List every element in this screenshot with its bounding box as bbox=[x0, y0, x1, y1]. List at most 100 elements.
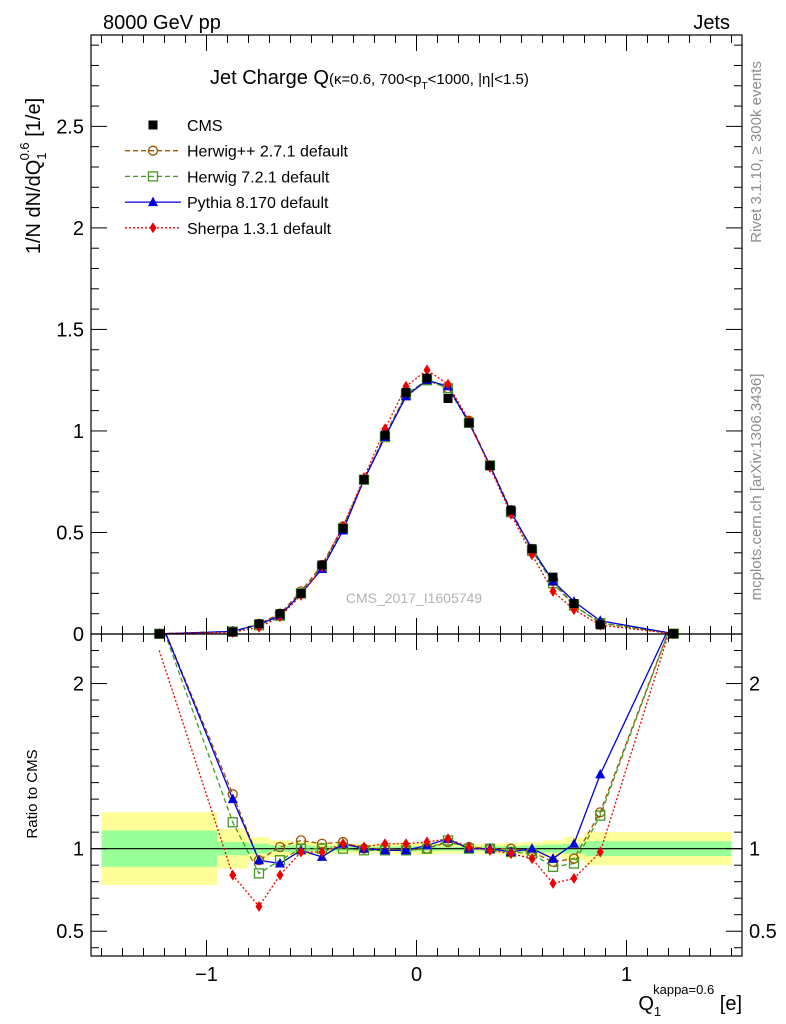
ratio-line-pythia bbox=[165, 634, 667, 865]
rivet-label: Rivet 3.1.10, ≥ 300k events bbox=[748, 61, 765, 243]
ratio-point-sherpa-4 bbox=[318, 846, 326, 858]
main-point-cms-15 bbox=[527, 544, 537, 554]
ylabel-sup: 0.6 bbox=[17, 142, 32, 160]
title-sub-sub: T bbox=[422, 81, 428, 92]
ratio-ytick-label-right-0: 0.5 bbox=[749, 921, 777, 943]
legend-label-herwig7: Herwig 7.2.1 default bbox=[187, 169, 330, 186]
xlabel-sup: kappa=0.6 bbox=[653, 982, 714, 997]
header-energy: 8000 GeV pp bbox=[103, 12, 221, 34]
ratio-panel: 0.512 0.512 −1 0 1 Ratio to CMS Q1kappa=0.… bbox=[24, 633, 777, 1019]
ratio-ytick-label-right-2: 2 bbox=[749, 674, 760, 696]
ratio-point-herwig7-1 bbox=[253, 868, 265, 879]
ratio-point-sherpa-14 bbox=[528, 853, 536, 865]
x-axis-label: Q1 kappa=0.6 [e] bbox=[638, 982, 742, 1019]
ratio-point-pythia-15 bbox=[548, 853, 558, 863]
ratio-ticks bbox=[91, 634, 742, 956]
legend: CMS Herwig++ 2.7.1 default Herwig 7.2.1 de… bbox=[125, 118, 349, 238]
ratio-ytick-label-1: 1 bbox=[73, 839, 84, 861]
main-point-cms-14 bbox=[506, 505, 516, 515]
main-ytick-label-5: 2.5 bbox=[56, 116, 84, 138]
legend-marker-cms bbox=[148, 120, 158, 130]
main-point-cms-6 bbox=[338, 523, 348, 533]
main-point-cms-18 bbox=[595, 620, 605, 630]
ratio-frame bbox=[90, 633, 743, 957]
ratio-point-sherpa-16 bbox=[570, 872, 578, 884]
legend-marker-herwigpp bbox=[147, 145, 159, 156]
header-jets: Jets bbox=[693, 12, 730, 34]
ratio-point-pythia-0 bbox=[227, 793, 238, 804]
main-point-sherpa-16 bbox=[549, 585, 557, 597]
ratio-point-sherpa-6 bbox=[360, 841, 368, 853]
ratio-ytick-label-0: 0.5 bbox=[56, 921, 84, 943]
main-ytick-label-0: 0 bbox=[73, 624, 84, 646]
legend-marker-herwig7 bbox=[147, 171, 159, 182]
ratio-point-sherpa-1 bbox=[255, 900, 263, 912]
ratio-point-sherpa-5 bbox=[339, 838, 347, 850]
x-tick-label-0: −1 bbox=[195, 964, 218, 986]
ratio-point-sherpa-12 bbox=[486, 844, 494, 856]
ratio-point-herwig7-16 bbox=[568, 858, 580, 869]
legend-marker-pythia bbox=[148, 196, 158, 207]
main-panel: 00.511.522.5 1/N dN/dQ10.6 [1/e] Jet Cha… bbox=[17, 34, 743, 646]
main-point-cms-13 bbox=[485, 460, 495, 470]
ratio-y-tick-labels: 0.5 1 2 bbox=[56, 674, 84, 944]
main-point-sherpa-11 bbox=[444, 378, 452, 390]
title-sub-end: <1000, |η|<1.5) bbox=[428, 71, 529, 88]
ratio-point-sherpa-13 bbox=[507, 848, 515, 860]
ratio-line-sherpa bbox=[158, 634, 670, 908]
title-main: Jet Charge Q bbox=[210, 67, 329, 89]
ratio-point-sherpa-15 bbox=[549, 877, 557, 889]
main-point-cms-17 bbox=[569, 599, 579, 609]
ylabel-part-a: 1/N dN/dQ bbox=[23, 160, 45, 254]
x-tick-labels: −1 0 1 bbox=[195, 964, 632, 986]
ratio-point-sherpa-0 bbox=[229, 869, 237, 881]
main-point-cms-5 bbox=[317, 560, 327, 570]
ratio-point-herwig7-17 bbox=[595, 810, 606, 821]
main-point-sherpa-10 bbox=[423, 364, 431, 376]
ratio-ytick-label-right-1: 1 bbox=[749, 839, 760, 861]
title-sub: (κ=0.6, 700<p bbox=[329, 71, 422, 88]
main-point-cms-8 bbox=[380, 430, 390, 440]
ratio-plot-area bbox=[91, 634, 742, 912]
ratio-point-herwig7-0 bbox=[227, 817, 238, 828]
main-point-cms-3 bbox=[275, 609, 285, 619]
xlabel-sub: 1 bbox=[654, 1004, 661, 1019]
main-point-cms-12 bbox=[464, 418, 474, 428]
analysis-watermark: CMS_2017_I1605749 bbox=[346, 590, 482, 606]
ratio-point-sherpa-11 bbox=[465, 841, 473, 853]
ratio-point-pythia-16 bbox=[569, 838, 579, 848]
legend-marker-sherpa bbox=[149, 222, 157, 234]
ratio-ytick-label-2: 2 bbox=[73, 674, 84, 696]
mcplots-label: mcplots.cern.ch [arXiv:1306.3436] bbox=[748, 374, 765, 601]
main-point-cms-4 bbox=[296, 588, 306, 598]
ratio-point-pythia-7 bbox=[380, 844, 390, 855]
ratio-point-sherpa-17 bbox=[596, 846, 604, 858]
legend-label-pythia: Pythia 8.170 default bbox=[187, 195, 329, 212]
x-tick-label-1: 0 bbox=[411, 964, 422, 986]
x-tick-label-2: 1 bbox=[621, 964, 632, 986]
main-point-cms-11 bbox=[443, 393, 453, 403]
ratio-line-herwigpp bbox=[165, 634, 669, 863]
ratio-point-sherpa-8 bbox=[402, 838, 410, 850]
main-ytick-label-4: 2 bbox=[73, 218, 84, 240]
main-point-cms-9 bbox=[401, 387, 411, 397]
main-point-cms-7 bbox=[359, 475, 369, 485]
main-ytick-label-3: 1.5 bbox=[56, 319, 84, 341]
ratio-point-pythia-14 bbox=[527, 843, 537, 853]
legend-label-sherpa: Sherpa 1.3.1 default bbox=[187, 221, 332, 238]
ylabel-sub: 1 bbox=[34, 152, 49, 159]
ratio-point-sherpa-3 bbox=[297, 846, 305, 858]
ratio-point-pythia-2 bbox=[275, 858, 285, 868]
main-point-cms-1 bbox=[228, 627, 238, 637]
ratio-y-tick-labels-right: 0.5 1 2 bbox=[749, 674, 777, 944]
xlabel-part-b: [e] bbox=[714, 993, 742, 1015]
ratio-point-sherpa-2 bbox=[276, 869, 284, 881]
ratio-point-pythia-17 bbox=[595, 768, 606, 779]
main-plot-area bbox=[154, 364, 679, 640]
ratio-point-pythia-1 bbox=[254, 854, 264, 865]
main-y-axis-label: 1/N dN/dQ10.6 [1/e] bbox=[17, 98, 49, 254]
ratio-point-sherpa-7 bbox=[381, 838, 389, 850]
main-point-cms-2 bbox=[254, 619, 264, 629]
ratio-y-axis-label: Ratio to CMS bbox=[24, 749, 41, 838]
